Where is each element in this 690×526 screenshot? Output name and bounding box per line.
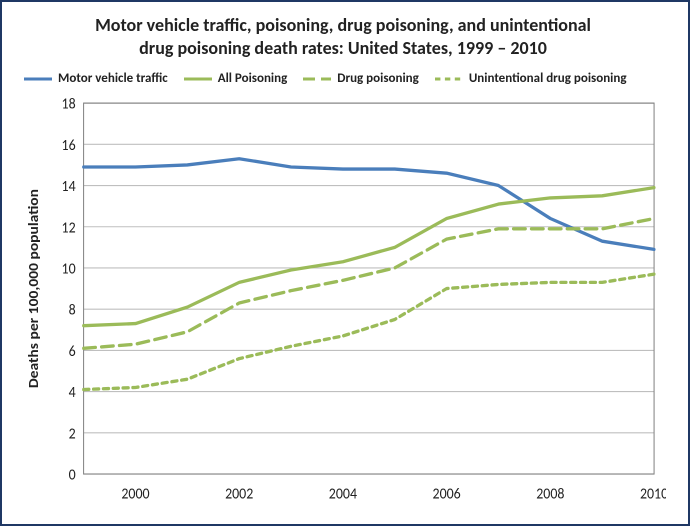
y-tick-label: 2 xyxy=(69,424,76,443)
y-tick-label: 8 xyxy=(69,300,76,319)
y-tick-label: 10 xyxy=(62,259,77,278)
x-tick-label: 2004 xyxy=(329,484,358,503)
series-line xyxy=(84,188,654,326)
legend-swatch xyxy=(303,75,331,83)
legend-item: All Poisoning xyxy=(184,71,288,86)
x-tick-label: 2010 xyxy=(640,484,666,503)
y-tick-label: 0 xyxy=(69,465,77,484)
chart-title-line1: Motor vehicle traffic, poisoning, drug p… xyxy=(40,14,646,37)
y-tick-label: 4 xyxy=(69,382,77,401)
x-tick-label: 2000 xyxy=(121,484,150,503)
legend-item: Drug poisoning xyxy=(303,71,419,86)
x-tick-label: 2006 xyxy=(433,484,461,503)
y-tick-label: 6 xyxy=(69,341,76,360)
legend-label: Unintentional drug poisoning xyxy=(469,71,627,86)
legend-item: Motor vehicle traffic xyxy=(24,71,168,86)
y-tick-label: 18 xyxy=(62,94,76,113)
legend-label: All Poisoning xyxy=(218,71,288,86)
legend: Motor vehicle traffic All Poisoning Drug p… xyxy=(20,65,666,92)
series-line xyxy=(84,274,654,389)
y-tick-label: 12 xyxy=(62,218,76,237)
legend-label: Drug poisoning xyxy=(337,71,419,86)
legend-swatch xyxy=(435,75,463,83)
y-tick-label: 16 xyxy=(62,135,76,154)
chart-frame: Motor vehicle traffic, poisoning, drug p… xyxy=(0,0,690,526)
chart-title-line2: drug poisoning death rates: United State… xyxy=(40,37,646,60)
x-tick-label: 2002 xyxy=(225,484,253,503)
y-axis-title: Deaths per 100,000 population xyxy=(25,189,42,388)
legend-item: Unintentional drug poisoning xyxy=(435,71,627,86)
legend-swatch xyxy=(184,75,212,83)
plot-area: 0 2 4 6 8 10 12 14 16 18 2000 2002 2004 2006 2008 2010 D… xyxy=(20,92,666,514)
chart-title: Motor vehicle traffic, poisoning, drug p… xyxy=(20,12,666,65)
series-line xyxy=(84,159,654,250)
y-tick-label: 14 xyxy=(62,176,77,195)
legend-swatch xyxy=(24,75,52,83)
plot-border xyxy=(84,103,654,474)
chart-svg: 0 2 4 6 8 10 12 14 16 18 2000 2002 2004 2006 2008 2010 D… xyxy=(20,92,666,514)
x-tick-label: 2008 xyxy=(536,484,564,503)
legend-label: Motor vehicle traffic xyxy=(58,71,168,86)
